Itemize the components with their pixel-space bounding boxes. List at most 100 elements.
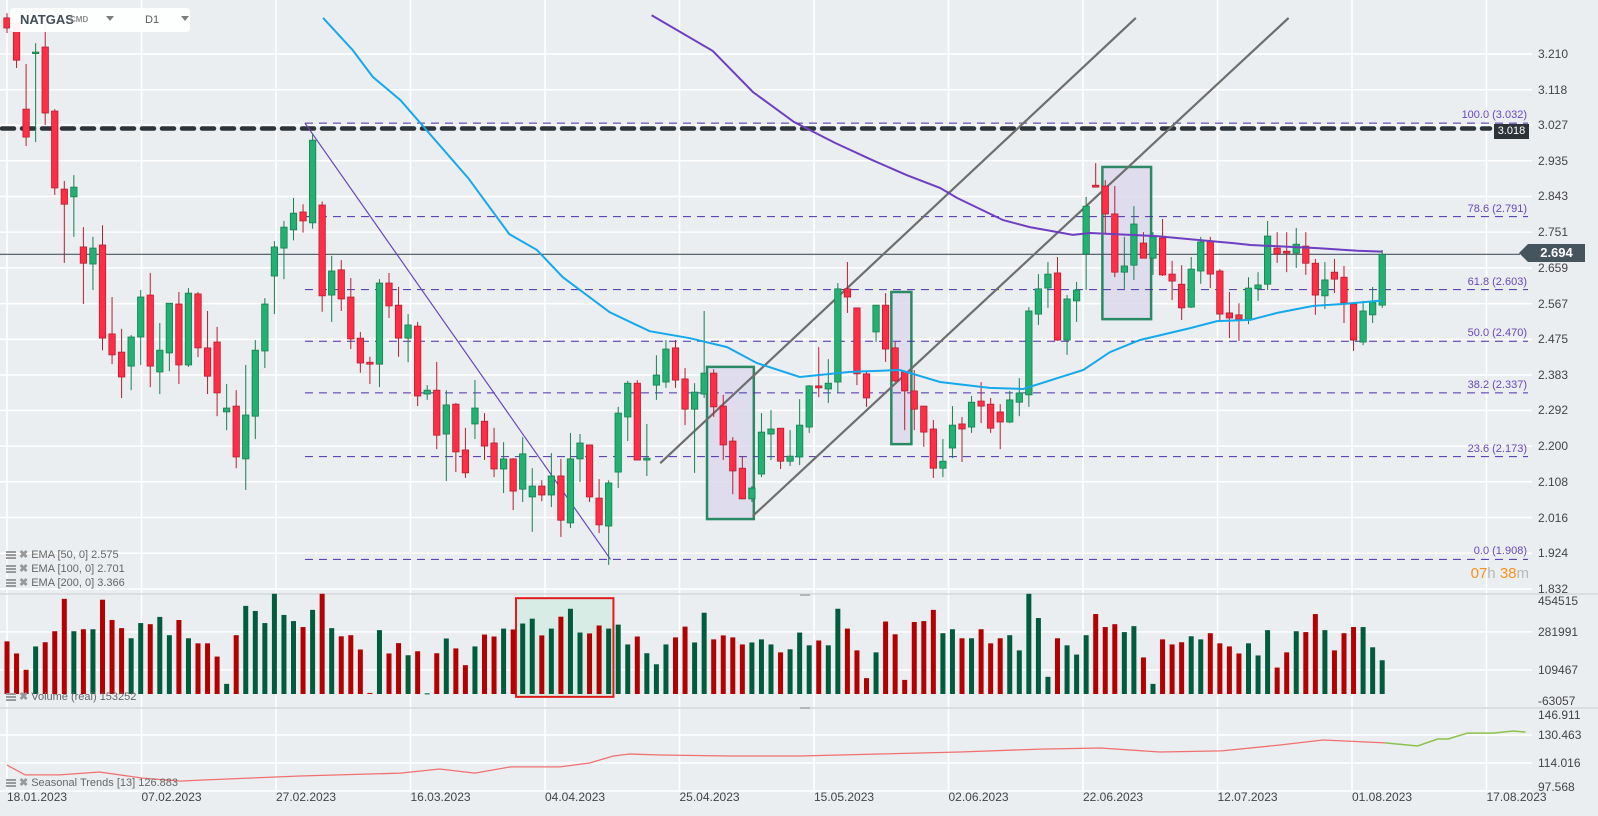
price-tick-label: 2.475	[1538, 332, 1569, 347]
candle-body	[872, 304, 880, 333]
timeframe-selector[interactable]: D1	[145, 14, 160, 26]
volume-bar	[978, 629, 984, 694]
volume-bar	[42, 642, 48, 694]
candle	[1235, 303, 1243, 341]
countdown-minutes-unit: m	[1516, 565, 1530, 582]
volume-bar	[357, 649, 363, 694]
close-icon[interactable]: ✖	[19, 577, 29, 589]
volume-tick-label: 109467	[1538, 662, 1579, 677]
x-tick-label: 07.02.2023	[141, 790, 202, 804]
candle-body	[1197, 241, 1205, 272]
drawing-lines[interactable]	[0, 17, 1520, 560]
menu-icon[interactable]	[6, 579, 16, 587]
candle-body	[691, 391, 699, 410]
fibonacci-retracement[interactable]	[304, 122, 1528, 560]
volume-bar	[653, 664, 659, 694]
grid	[0, 0, 1598, 792]
volume-bar	[233, 635, 239, 694]
volume-bar	[1284, 652, 1290, 694]
legend-ema200-text: EMA [200, 0] 3.366	[31, 577, 125, 589]
candle	[1378, 250, 1386, 308]
candle-body	[1082, 205, 1090, 255]
volume-bar	[338, 636, 344, 694]
close-icon[interactable]: ✖	[19, 777, 29, 789]
volume-bar	[462, 665, 468, 694]
volume-bar	[816, 640, 822, 694]
candle	[605, 480, 613, 565]
candle	[480, 413, 489, 461]
volume-bar	[1255, 655, 1261, 694]
candle-body	[834, 288, 842, 383]
candle	[261, 298, 269, 369]
menu-icon[interactable]	[6, 693, 16, 701]
candle-body	[480, 420, 489, 447]
volume-bar	[1160, 639, 1166, 694]
candle	[882, 293, 890, 362]
close-icon[interactable]: ✖	[19, 563, 29, 575]
volume-bar	[119, 628, 125, 694]
candle	[146, 272, 154, 388]
legend-ema100[interactable]: ✖ EMA [100, 0] 2.701	[6, 563, 125, 575]
candle-body	[891, 347, 899, 382]
seasonal-tick-label: 97.568	[1538, 780, 1575, 794]
volume-bar	[720, 635, 726, 694]
candle	[433, 361, 441, 450]
close-icon[interactable]: ✖	[19, 549, 29, 561]
candle	[786, 430, 794, 466]
candle	[1092, 163, 1100, 188]
volume-bar	[195, 643, 201, 694]
volume-bar	[673, 637, 678, 694]
candle-body	[1340, 276, 1348, 304]
volume-bar	[109, 619, 115, 694]
volume-bar	[949, 629, 955, 694]
highlight-boxes[interactable]	[705, 165, 1153, 521]
candle	[958, 416, 966, 462]
candle-body	[700, 372, 708, 395]
candle	[1273, 232, 1281, 263]
candle-countdown: 07h 38m	[1471, 565, 1529, 582]
candle	[394, 286, 403, 357]
candle	[1187, 257, 1195, 308]
menu-icon[interactable]	[6, 779, 16, 787]
legend-ema50[interactable]: ✖ EMA [50, 0] 2.575	[6, 549, 119, 561]
ema100-line	[651, 14, 1383, 253]
candle-body	[1158, 237, 1167, 276]
legend-volume[interactable]: ✖ Volume (real) 153252	[6, 691, 136, 703]
volume-bar	[14, 653, 20, 694]
volume-bar	[176, 619, 182, 694]
candle-body	[414, 325, 422, 397]
legend-ema200[interactable]: ✖ EMA [200, 0] 3.366	[6, 577, 125, 589]
candle-body	[223, 407, 231, 413]
candle-body	[1321, 279, 1329, 297]
fib-level-label: 100.0 (3.032)	[1461, 109, 1527, 122]
candle	[948, 406, 957, 459]
timeframe-dropdown-chevron-icon[interactable]	[181, 16, 189, 21]
candle	[824, 359, 832, 403]
candle	[547, 453, 555, 508]
menu-icon[interactable]	[6, 565, 16, 573]
close-icon[interactable]: ✖	[19, 691, 29, 703]
candle	[719, 394, 727, 461]
candle-body	[308, 139, 317, 224]
candle-body	[318, 204, 326, 297]
candle	[118, 328, 126, 398]
legend-seasonal[interactable]: ✖ Seasonal Trends [13] 126.883	[6, 777, 178, 789]
candle-body	[585, 444, 594, 498]
volume-bar	[825, 645, 831, 694]
candle	[652, 355, 661, 400]
price-tick-label: 2.383	[1538, 368, 1569, 383]
candle	[1369, 286, 1377, 324]
volume-bar	[911, 621, 917, 694]
menu-icon[interactable]	[6, 551, 16, 559]
candle-body	[748, 487, 756, 500]
candle-body	[175, 303, 183, 366]
candle	[356, 331, 364, 373]
volume-bar	[376, 630, 382, 694]
seasonal-trend-line	[6, 739, 1386, 782]
candle	[1197, 236, 1205, 284]
candle	[1254, 272, 1262, 301]
candle	[920, 405, 928, 447]
symbol-dropdown-chevron-icon[interactable]	[106, 16, 114, 21]
candle-body	[251, 349, 259, 417]
